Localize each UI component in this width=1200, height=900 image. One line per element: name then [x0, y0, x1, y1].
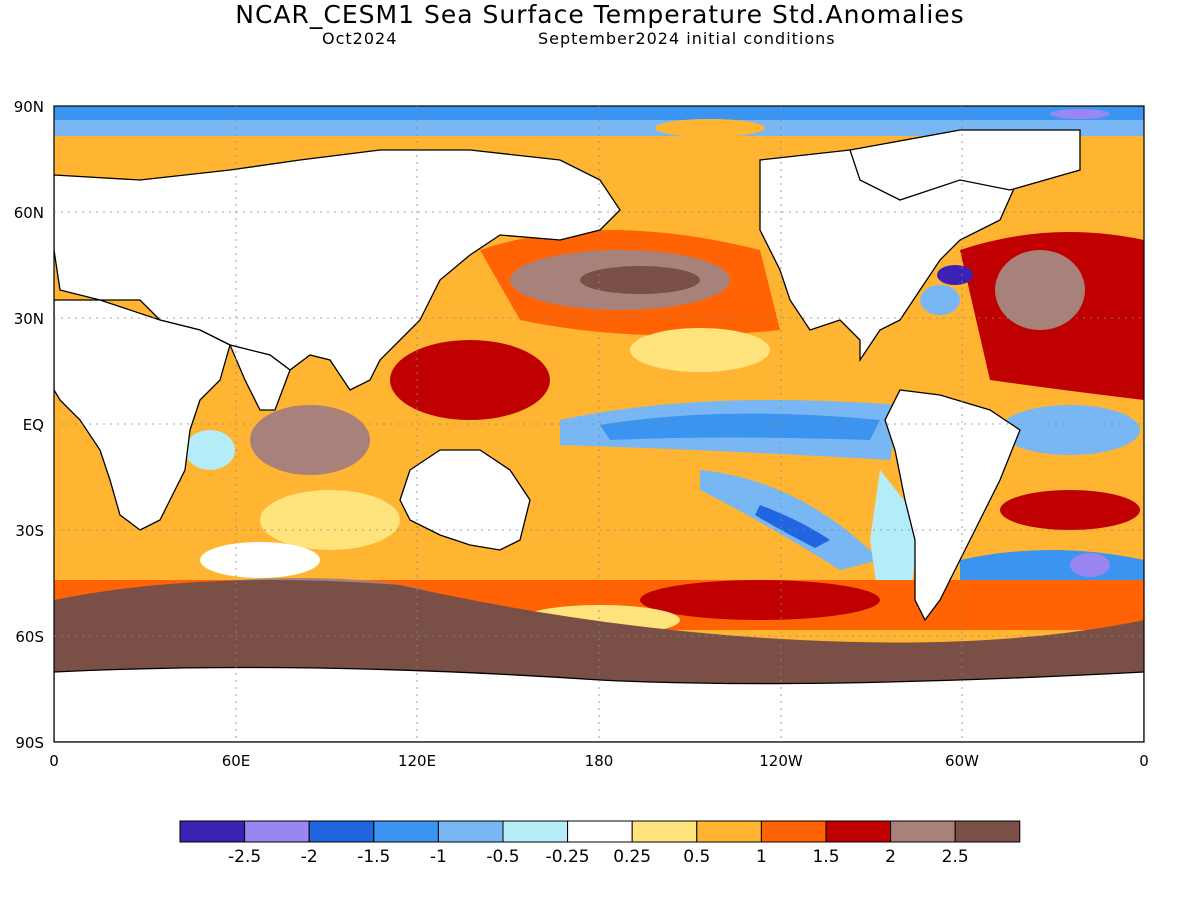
lat-label: 90N [14, 98, 44, 116]
legend-label: 1.5 [812, 847, 839, 867]
legend-color-box [696, 820, 762, 843]
legend-color-box [437, 820, 504, 843]
lon-label: 60W [945, 752, 979, 770]
lon-label: 120E [398, 752, 436, 770]
lon-label: 120W [759, 752, 803, 770]
legend-label: -0.5 [486, 847, 519, 867]
continents [54, 129, 1144, 742]
legend-label: 2.5 [942, 847, 969, 867]
legend-label: 1 [756, 847, 767, 867]
legend-color-box [244, 820, 310, 843]
lon-label: 180 [585, 752, 614, 770]
chart-title: NCAR_CESM1 Sea Surface Temperature Std.A… [235, 0, 965, 29]
initial-conditions: September2024 initial conditions [538, 29, 836, 48]
lat-label: 30S [15, 522, 44, 540]
lat-label: 60N [14, 204, 44, 222]
lon-label: 0 [1139, 752, 1149, 770]
lon-label: 60E [222, 752, 251, 770]
lat-label: 90S [15, 734, 44, 752]
legend-label: -2.5 [228, 847, 261, 867]
forecast-month: Oct2024 [322, 29, 398, 48]
graticule [54, 106, 1144, 742]
lon-label: 0 [49, 752, 59, 770]
legend-label: -1.5 [357, 847, 390, 867]
lat-label: EQ [23, 416, 44, 434]
legend-color-box [825, 820, 892, 843]
legend-color-box [760, 820, 827, 843]
lat-label: 30N [14, 310, 44, 328]
legend-color-box [308, 820, 375, 843]
legend-label: -0.25 [546, 847, 590, 867]
lat-label: 60S [15, 628, 44, 646]
legend-label: -1 [430, 847, 447, 867]
legend-label: 0.25 [613, 847, 651, 867]
legend-color-box [890, 820, 956, 843]
legend-color-box [567, 820, 633, 843]
sst-anomaly-map: 90N 60N 30N EQ 30S 60S 90S 0 60E 120E 18… [14, 98, 1149, 770]
legend-color-box [373, 820, 439, 843]
legend-label: 2 [885, 847, 896, 867]
legend-color-box [954, 820, 1021, 843]
legend-color-box [502, 820, 569, 843]
legend-color-box [631, 820, 698, 843]
legend-label: -2 [301, 847, 318, 867]
legend-label: 0.5 [683, 847, 710, 867]
legend-color-box [179, 820, 246, 843]
